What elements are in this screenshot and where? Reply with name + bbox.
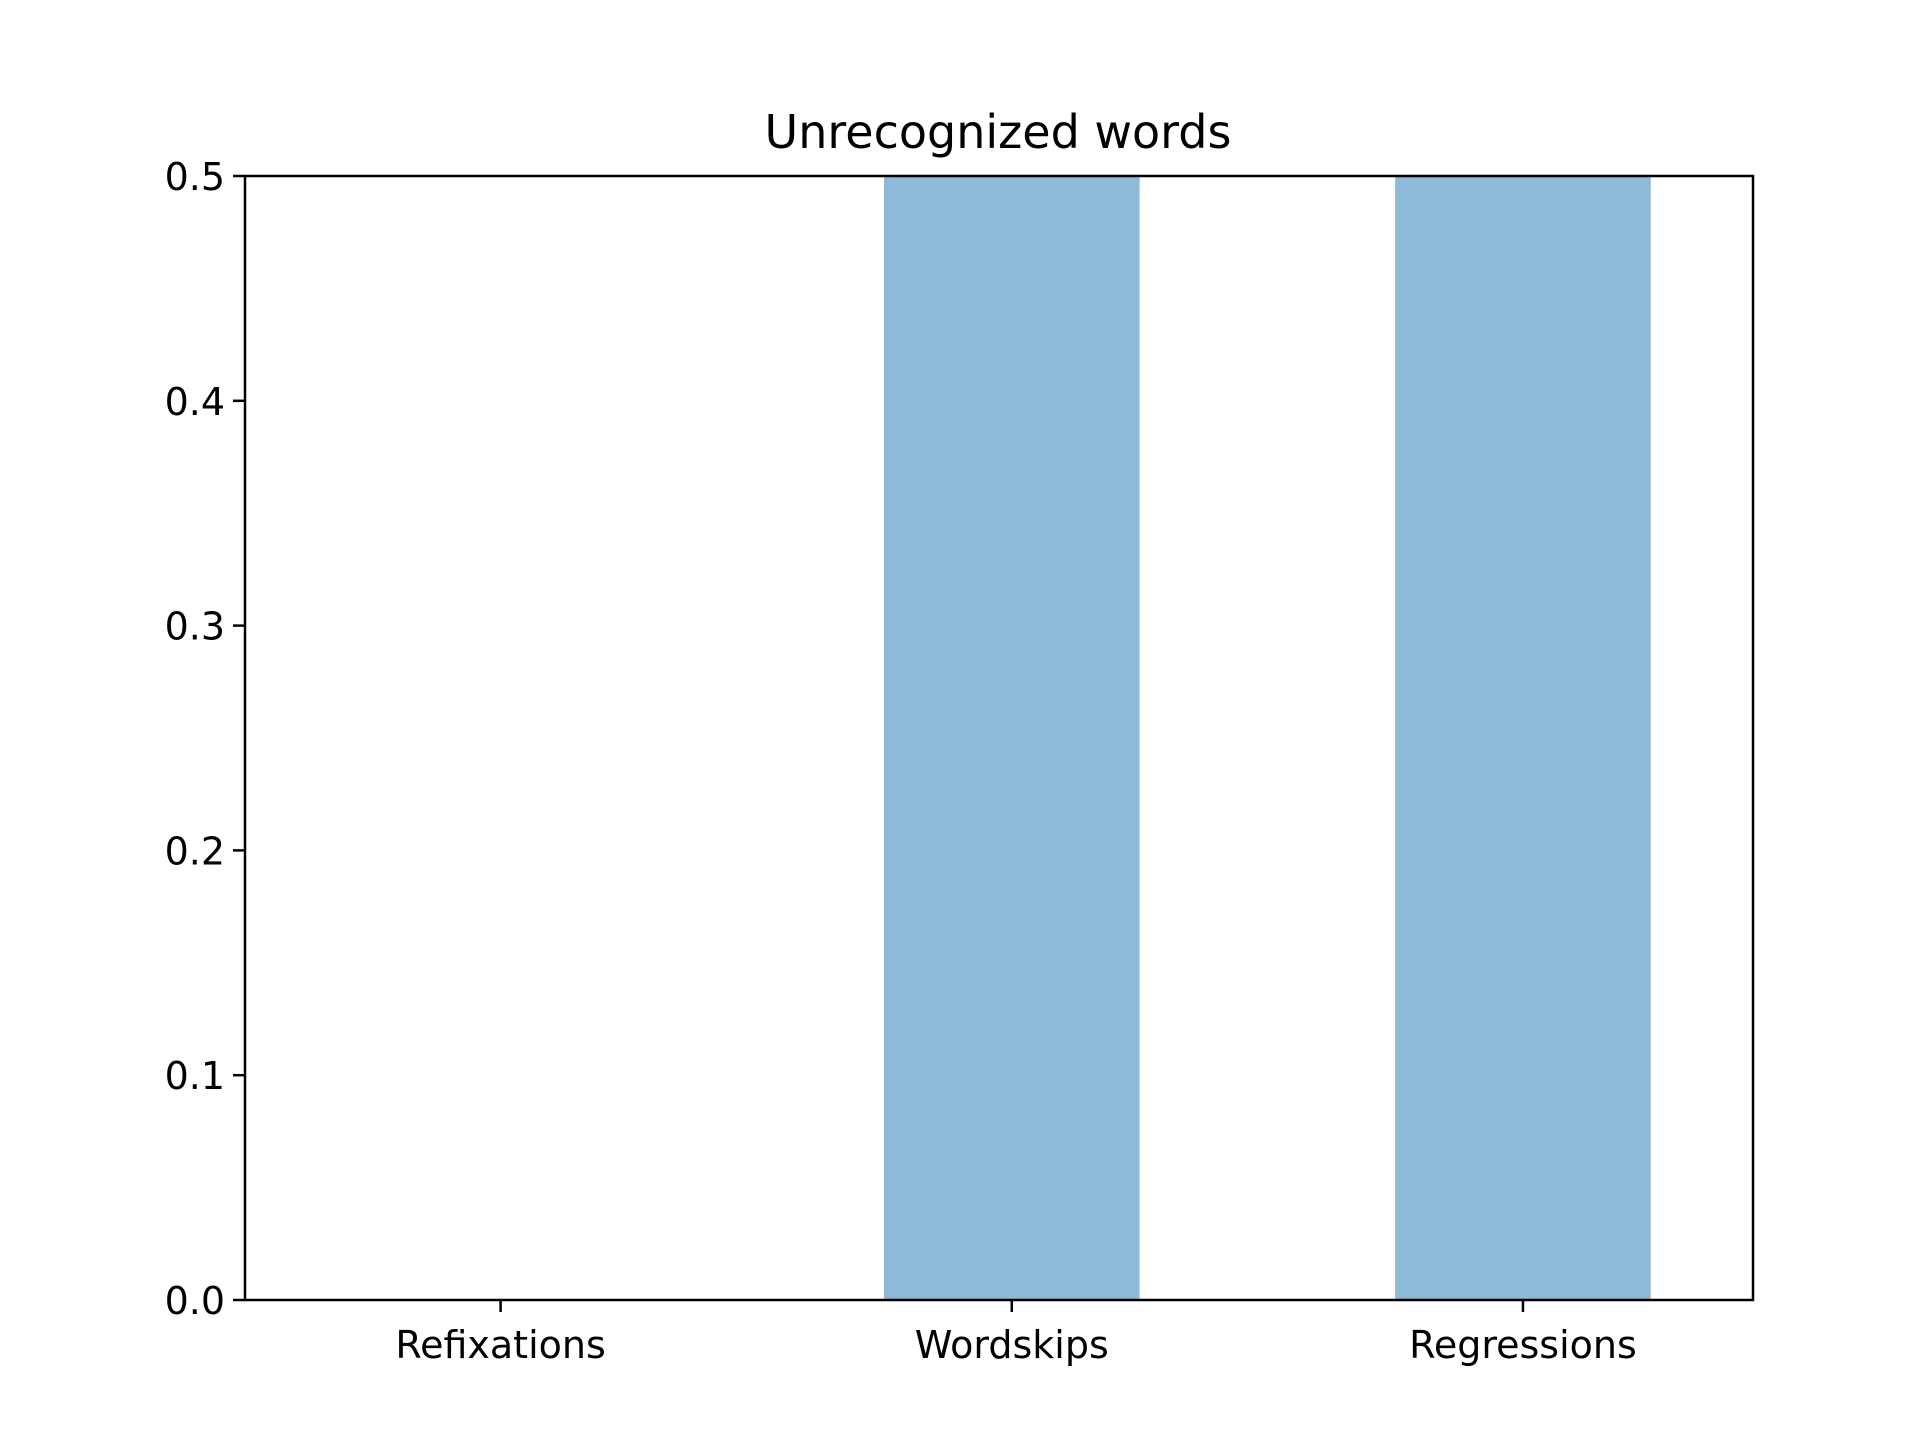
x-tick-label-regressions: Regressions: [1409, 1323, 1637, 1367]
y-tick-label-4: 0.4: [165, 380, 225, 424]
plot-frame: [243, 174, 1755, 1302]
x-tick-label-wordskips: Wordskips: [915, 1323, 1109, 1367]
x-axis: Refixations Wordskips Regressions: [395, 1300, 1637, 1367]
bar-regressions: [1395, 176, 1651, 1300]
x-tick-label-refixations: Refixations: [395, 1323, 605, 1367]
y-tick-label-2: 0.2: [165, 829, 225, 873]
chart-title: Unrecognized words: [765, 105, 1232, 159]
y-tick-label-3: 0.3: [165, 605, 225, 649]
bar-wordskips: [883, 176, 1140, 1300]
bars-group: [883, 176, 1651, 1300]
y-tick-label-0: 0.0: [165, 1279, 225, 1323]
y-tick-label-1: 0.1: [165, 1054, 225, 1098]
y-tick-label-5: 0.5: [165, 155, 225, 199]
y-axis: 0.0 0.1 0.2 0.3 0.4 0.5: [165, 155, 245, 1323]
